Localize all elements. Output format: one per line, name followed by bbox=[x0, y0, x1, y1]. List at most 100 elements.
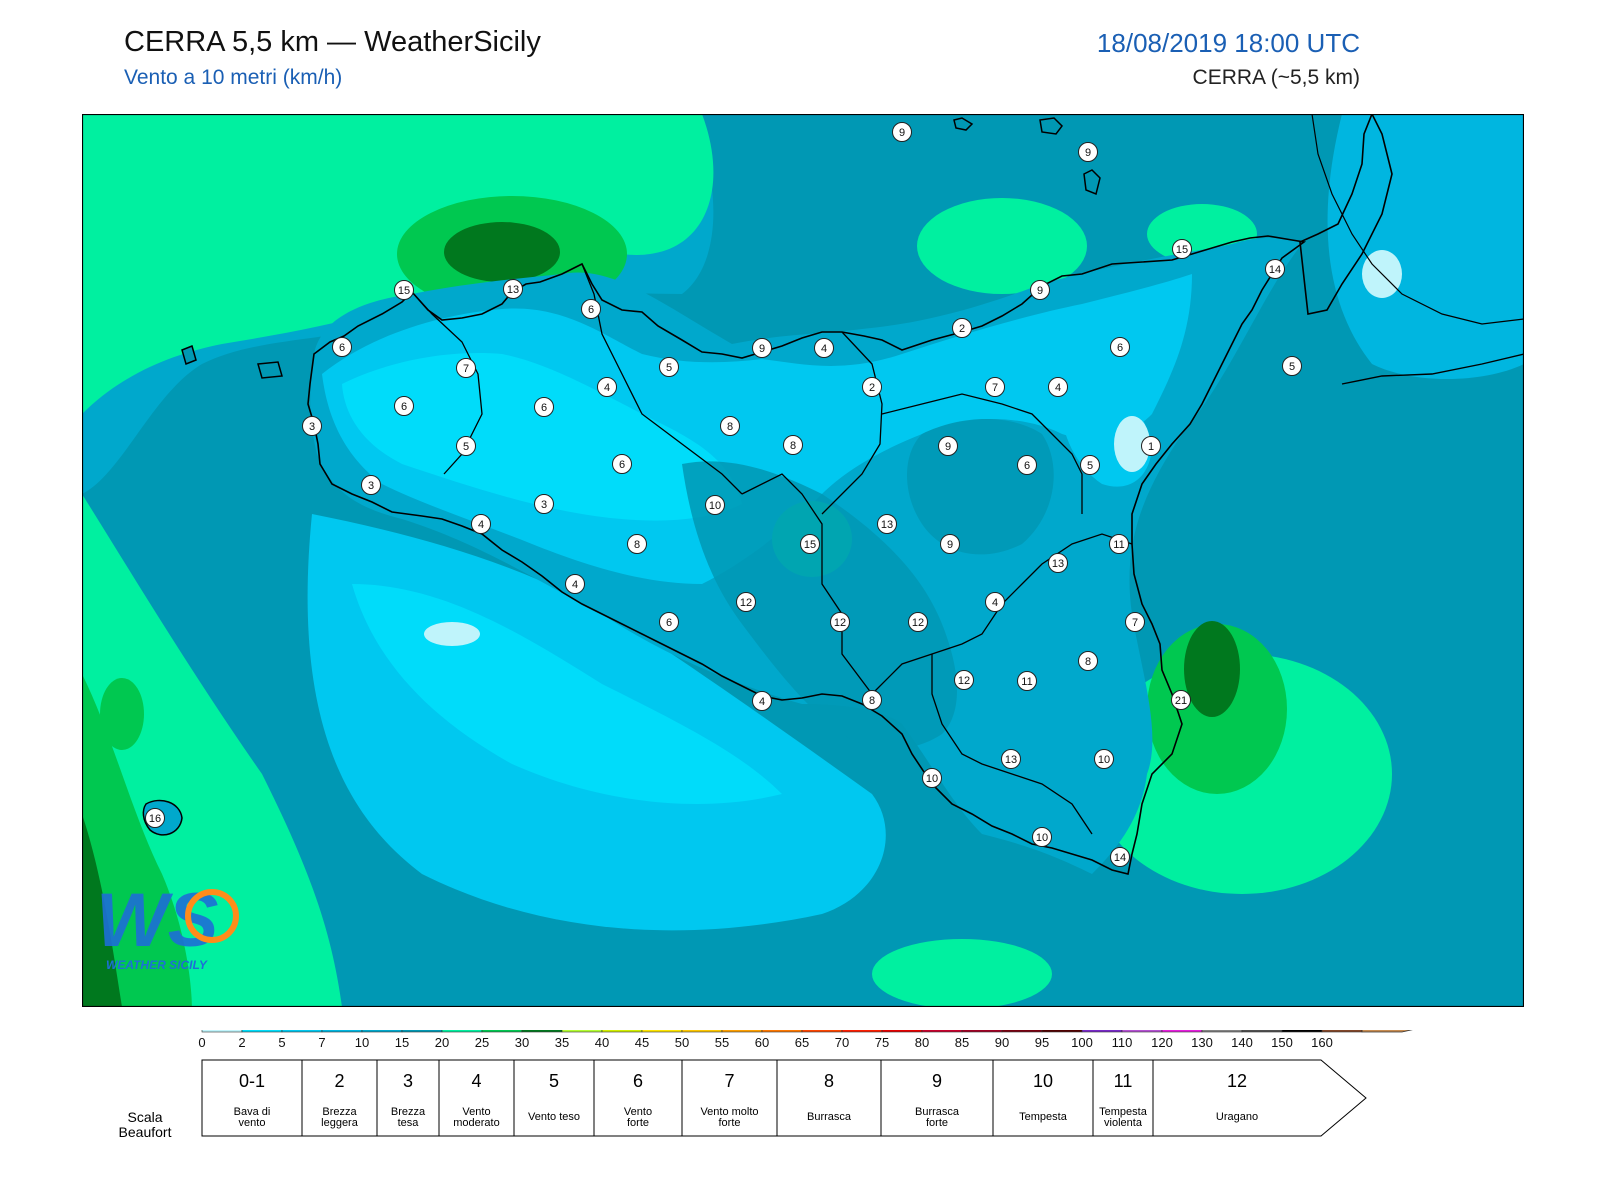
colorbar-swatch bbox=[361, 1030, 403, 1033]
colorbar-swatch bbox=[1321, 1030, 1363, 1033]
station-marker: 15 bbox=[800, 534, 820, 554]
colorbar-swatch bbox=[201, 1030, 243, 1033]
island-lipari bbox=[1083, 169, 1101, 196]
station-marker-circle bbox=[1172, 239, 1192, 259]
colorbar-tick: 140 bbox=[1231, 1035, 1253, 1050]
station-marker-circle bbox=[1171, 690, 1191, 710]
station-marker: 6 bbox=[612, 454, 632, 474]
beaufort-description: tesa bbox=[398, 1117, 420, 1129]
colorbar-tick: 85 bbox=[955, 1035, 969, 1050]
colorbar-tick: 10 bbox=[355, 1035, 369, 1050]
station-marker: 14 bbox=[1110, 847, 1130, 867]
station-marker: 9 bbox=[752, 338, 772, 358]
station-marker: 13 bbox=[877, 514, 897, 534]
station-marker-circle bbox=[456, 358, 476, 378]
station-value: 9 bbox=[1037, 285, 1043, 297]
station-value: 2 bbox=[959, 323, 965, 335]
station-marker-circle bbox=[361, 475, 381, 495]
colorbar-tick: 55 bbox=[715, 1035, 729, 1050]
station-marker: 10 bbox=[922, 768, 942, 788]
colorbar-tick: 20 bbox=[435, 1035, 449, 1050]
field-low-etna bbox=[1114, 416, 1150, 472]
legend-panel: 0 2 5 7 10 15 20 25 30 35 40 45 50 55 60 65 70 75 80 85 90 95… bbox=[119, 1030, 1413, 1140]
island-alicudi bbox=[1039, 117, 1063, 135]
station-marker-circle bbox=[736, 592, 756, 612]
station-value: 11 bbox=[1113, 539, 1124, 551]
station-marker: 4 bbox=[814, 338, 834, 358]
beaufort-number: 3 bbox=[403, 1071, 413, 1091]
calabria-coast-south bbox=[1341, 353, 1524, 385]
station-marker-circle bbox=[581, 299, 601, 319]
beaufort-cell-frame bbox=[301, 1059, 378, 1137]
station-marker: 15 bbox=[394, 280, 414, 300]
station-value: 12 bbox=[912, 617, 924, 629]
station-value: 1 bbox=[1148, 441, 1154, 453]
colorbar-tick: 150 bbox=[1271, 1035, 1293, 1050]
beaufort-description: moderato bbox=[453, 1117, 499, 1129]
station-value: 15 bbox=[1176, 244, 1188, 256]
beaufort-cell-frame bbox=[1152, 1059, 1367, 1137]
station-marker: 7 bbox=[985, 377, 1005, 397]
beaufort-description: forte bbox=[926, 1117, 948, 1129]
station-marker-circle bbox=[1032, 827, 1052, 847]
station-marker: 6 bbox=[1017, 455, 1037, 475]
station-marker: 3 bbox=[361, 475, 381, 495]
station-value: 13 bbox=[881, 519, 893, 531]
colorbar-swatch bbox=[401, 1030, 443, 1033]
beaufort-cell-frame bbox=[593, 1059, 683, 1137]
colorbar-tick: 60 bbox=[755, 1035, 769, 1050]
land-field-northwest-inner bbox=[342, 353, 742, 521]
station-marker: 9 bbox=[892, 122, 912, 142]
logo-text: WEATHER SICILY bbox=[106, 958, 208, 972]
station-marker: 8 bbox=[1078, 651, 1098, 671]
calabria-border bbox=[1311, 114, 1524, 325]
colorbar-swatch bbox=[1041, 1030, 1083, 1033]
beaufort-description: violenta bbox=[1104, 1117, 1143, 1129]
beaufort-description: Uragano bbox=[1216, 1111, 1258, 1123]
station-value: 7 bbox=[1132, 617, 1138, 629]
beaufort-number: 9 bbox=[932, 1071, 942, 1091]
station-value: 4 bbox=[572, 579, 578, 591]
station-marker-circle bbox=[720, 416, 740, 436]
station-value: 10 bbox=[926, 773, 938, 785]
colorbar-swatch bbox=[681, 1030, 723, 1033]
beaufort-number: 8 bbox=[824, 1071, 834, 1091]
beaufort-cell-frame bbox=[376, 1059, 440, 1137]
station-value: 6 bbox=[1117, 342, 1123, 354]
beaufort-cell-frame bbox=[438, 1059, 515, 1137]
colorbar-tick: 7 bbox=[318, 1035, 325, 1050]
station-marker: 6 bbox=[394, 396, 414, 416]
colorbar-swatch bbox=[241, 1030, 283, 1033]
station-marker: 8 bbox=[783, 435, 803, 455]
calabria-coastline bbox=[1299, 114, 1393, 315]
station-value: 16 bbox=[149, 813, 161, 825]
station-marker-circle bbox=[952, 318, 972, 338]
station-value: 4 bbox=[478, 519, 484, 531]
station-marker: 4 bbox=[471, 514, 491, 534]
colorbar-swatch bbox=[601, 1030, 643, 1033]
station-marker: 9 bbox=[940, 534, 960, 554]
colorbar-tick-labels: 0 2 5 7 10 15 20 25 30 35 40 45 50 55 60 65 70 75 80 85 90 95… bbox=[198, 1035, 1332, 1050]
colorbar-tick: 80 bbox=[915, 1035, 929, 1050]
station-marker-circle bbox=[1094, 749, 1114, 769]
model-name: CERRA (~5,5 km) bbox=[1192, 66, 1360, 89]
station-marker: 5 bbox=[659, 357, 679, 377]
colorbar-swatch bbox=[441, 1030, 483, 1033]
field-peak-north bbox=[444, 222, 560, 282]
station-value: 4 bbox=[604, 382, 610, 394]
station-value: 9 bbox=[1085, 147, 1091, 159]
field-peak-southwest bbox=[82, 814, 122, 1007]
beaufort-cell-frame bbox=[776, 1059, 882, 1137]
station-value: 4 bbox=[821, 343, 827, 355]
station-marker: 21 bbox=[1171, 690, 1191, 710]
station-value: 3 bbox=[368, 480, 374, 492]
field-low-south bbox=[424, 622, 480, 646]
colorbar-tick: 25 bbox=[475, 1035, 489, 1050]
beaufort-description: leggera bbox=[321, 1117, 359, 1129]
station-marker-circle bbox=[1048, 553, 1068, 573]
station-marker-circle bbox=[1265, 259, 1285, 279]
station-marker-circle bbox=[565, 574, 585, 594]
station-marker-circle bbox=[1282, 356, 1302, 376]
station-value: 13 bbox=[507, 284, 519, 296]
station-marker: 7 bbox=[1125, 612, 1145, 632]
